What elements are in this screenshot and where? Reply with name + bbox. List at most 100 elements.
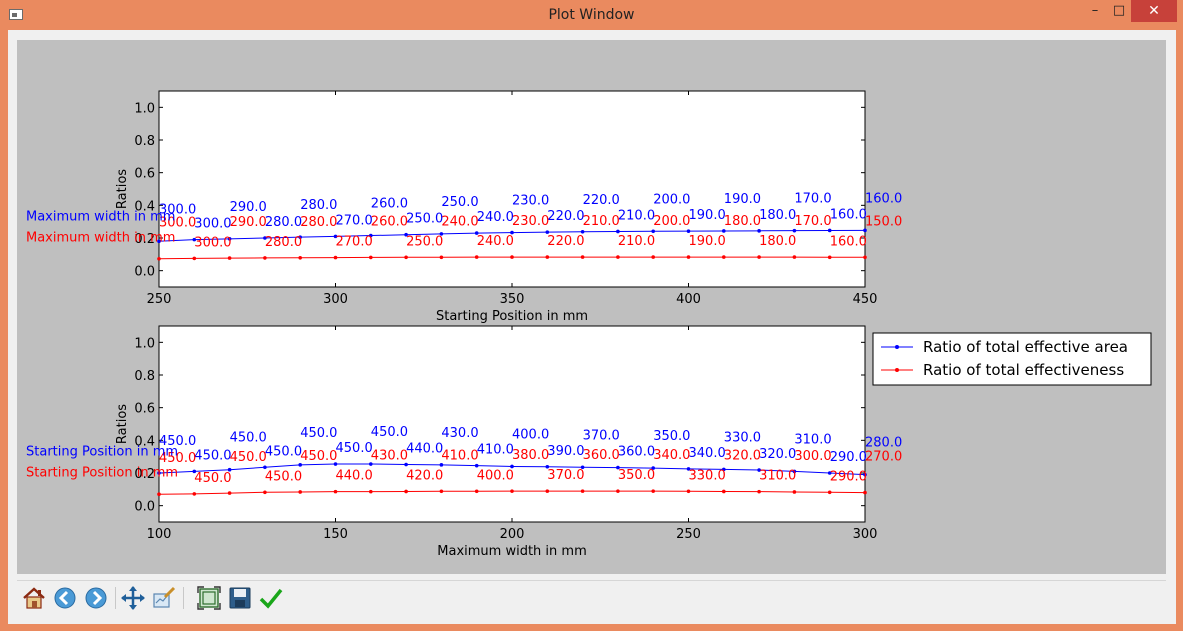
data-label: 220.0 xyxy=(583,193,620,208)
y-tick-label: 0.2 xyxy=(134,467,155,482)
edit-axes-icon xyxy=(197,586,221,610)
data-label: 190.0 xyxy=(724,192,761,207)
y-tick-label: 0.8 xyxy=(134,134,155,149)
data-label: 250.0 xyxy=(406,234,443,249)
back-button[interactable] xyxy=(52,585,78,611)
data-point xyxy=(863,255,867,260)
home-icon xyxy=(23,587,45,609)
data-point xyxy=(545,464,550,469)
data-label: 240.0 xyxy=(441,214,478,229)
data-label: 180.0 xyxy=(759,234,796,249)
data-label: 320.0 xyxy=(724,448,761,463)
data-point xyxy=(827,471,832,475)
data-point xyxy=(298,463,303,467)
data-label: 160.0 xyxy=(830,234,867,249)
data-label: 280.0 xyxy=(265,215,302,230)
data-label: 450.0 xyxy=(194,471,231,486)
data-point xyxy=(616,229,620,234)
data-point xyxy=(439,255,444,260)
window-titlebar[interactable]: Plot Window – □ ✕ xyxy=(0,0,1183,30)
data-label: 290.0 xyxy=(830,469,867,484)
data-label: 310.0 xyxy=(759,469,796,484)
data-point xyxy=(863,490,867,495)
data-point xyxy=(298,235,303,239)
data-label: 230.0 xyxy=(512,214,549,229)
forward-button[interactable] xyxy=(83,585,109,611)
legend-marker xyxy=(895,368,899,372)
back-arrow-icon xyxy=(54,587,76,609)
side-annotation: Maximum width in mm xyxy=(26,231,175,246)
data-point xyxy=(227,491,232,495)
data-point xyxy=(439,489,444,494)
data-label: 250.0 xyxy=(406,212,443,227)
data-point xyxy=(651,466,655,470)
data-point xyxy=(404,489,408,494)
x-tick-label: 450 xyxy=(853,292,878,307)
data-point xyxy=(157,471,161,475)
legend-entry: Ratio of total effectiveness xyxy=(923,361,1124,379)
data-point xyxy=(439,463,444,467)
data-label: 300.0 xyxy=(194,235,231,250)
x-tick-label: 200 xyxy=(500,527,525,542)
data-point xyxy=(510,464,514,469)
maximize-button[interactable]: □ xyxy=(1112,3,1126,18)
data-label: 270.0 xyxy=(336,213,373,228)
data-label: 450.0 xyxy=(300,449,337,464)
data-point xyxy=(227,256,232,260)
save-icon xyxy=(229,587,251,609)
data-point xyxy=(510,230,514,235)
data-label: 250.0 xyxy=(441,195,478,210)
data-point xyxy=(722,229,726,233)
data-label: 330.0 xyxy=(689,468,726,483)
data-point xyxy=(192,469,197,474)
x-tick-label: 300 xyxy=(853,527,878,542)
data-label: 270.0 xyxy=(336,235,373,250)
data-point xyxy=(227,237,232,241)
data-label: 230.0 xyxy=(512,194,549,209)
data-label: 200.0 xyxy=(653,192,690,207)
home-button[interactable] xyxy=(21,585,47,611)
axes-frame xyxy=(158,90,866,288)
data-point xyxy=(863,472,867,477)
data-label: 180.0 xyxy=(759,208,796,223)
pan-button[interactable] xyxy=(120,585,146,611)
plot-figure: 250 300 350 400 450 0.0 0.2 0.4 0.6 0.8 1.0 Startin… xyxy=(26,90,1152,559)
data-point xyxy=(686,467,691,471)
data-label: 180.0 xyxy=(724,214,761,229)
edit-axes-button[interactable] xyxy=(196,585,222,611)
data-label: 430.0 xyxy=(441,426,478,441)
data-point xyxy=(792,469,797,474)
side-annotation: Starting Position in mm xyxy=(26,466,178,481)
y-tick-label: 0.0 xyxy=(134,265,155,280)
data-label: 290.0 xyxy=(230,200,267,215)
data-label: 220.0 xyxy=(547,234,584,249)
data-label: 310.0 xyxy=(794,432,831,447)
data-label: 280.0 xyxy=(865,436,902,451)
save-button[interactable] xyxy=(227,585,253,611)
data-label: 450.0 xyxy=(230,450,267,465)
y-tick-label: 0.8 xyxy=(134,369,155,384)
data-point xyxy=(651,489,655,493)
data-point xyxy=(192,237,197,242)
data-label: 210.0 xyxy=(618,234,655,249)
data-point xyxy=(369,462,373,466)
apply-button[interactable] xyxy=(258,585,284,611)
data-point xyxy=(369,255,373,260)
data-point xyxy=(792,228,797,233)
data-point xyxy=(616,489,620,493)
x-axis-label: Maximum width in mm xyxy=(437,544,586,559)
data-point xyxy=(333,462,338,466)
configure-subplots-button[interactable] xyxy=(151,585,177,611)
data-point xyxy=(157,256,161,261)
data-point xyxy=(580,255,585,259)
toolbar-separator xyxy=(183,587,184,609)
data-label: 150.0 xyxy=(865,214,902,229)
minimize-button[interactable]: – xyxy=(1091,3,1099,18)
legend-marker xyxy=(895,345,899,349)
data-label: 300.0 xyxy=(159,216,196,231)
data-point xyxy=(298,255,303,260)
close-button[interactable]: ✕ xyxy=(1131,0,1177,22)
y-tick-label: 0.6 xyxy=(134,167,155,182)
data-label: 370.0 xyxy=(583,428,620,443)
y-tick-label: 0.4 xyxy=(134,434,155,449)
